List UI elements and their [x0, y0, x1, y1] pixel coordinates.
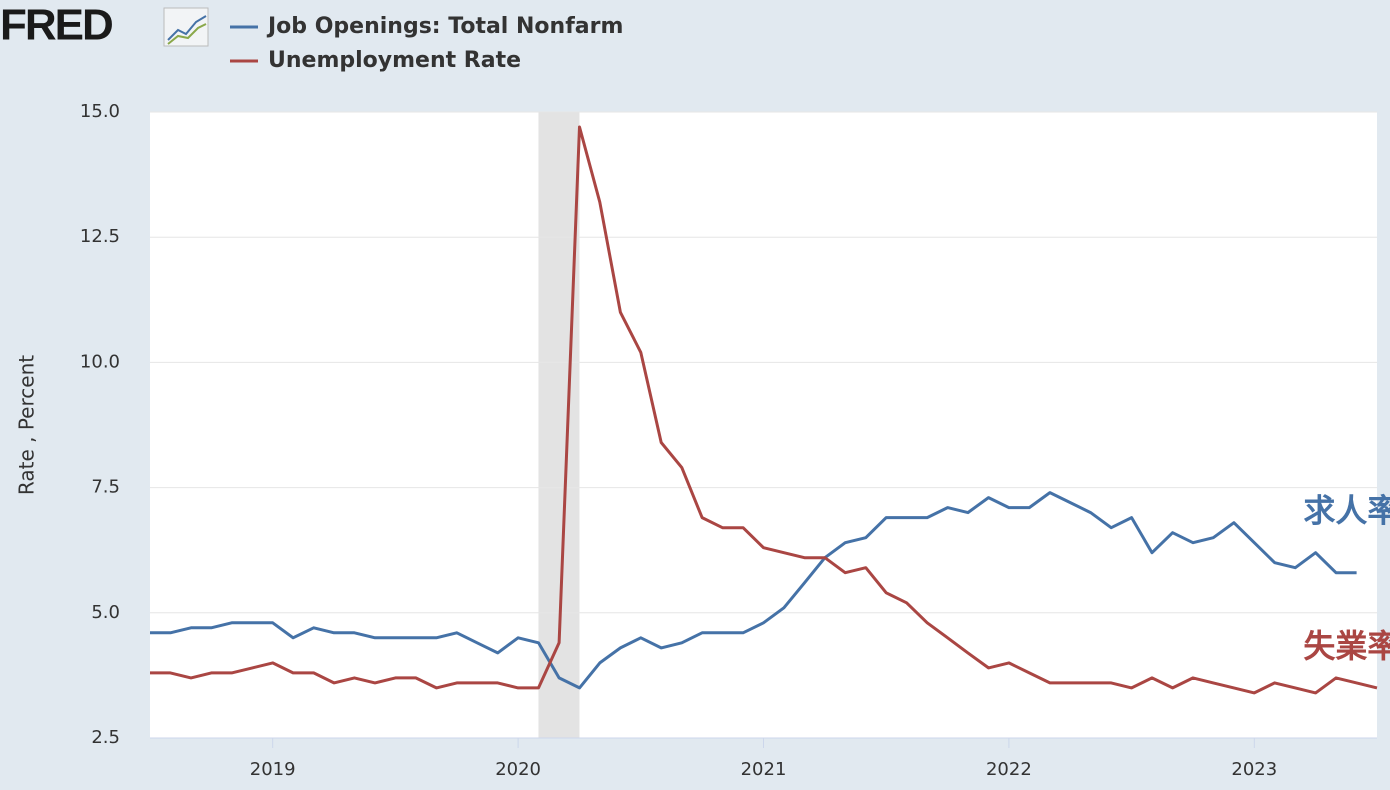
x-tick-label: 2022 — [986, 759, 1032, 780]
series-line — [150, 125, 1378, 695]
series-line — [150, 491, 1357, 690]
y-tick-label: 7.5 — [91, 477, 120, 498]
annotation: 求人率 — [1303, 492, 1390, 530]
legend-label: Job Openings: Total Nonfarm — [266, 14, 623, 39]
y-axis-label: Rate , Percent — [15, 355, 39, 495]
annotation: 失業率 — [1303, 627, 1390, 665]
x-tick-label: 2023 — [1231, 759, 1277, 780]
logo-icon — [163, 7, 209, 47]
legend-label: Unemployment Rate — [268, 48, 521, 73]
x-tick-label: 2021 — [741, 759, 787, 780]
y-tick-label: 12.5 — [80, 226, 120, 247]
plot-area — [150, 112, 1377, 738]
y-tick-label: 5.0 — [91, 602, 120, 623]
logo[interactable]: FRED — [0, 1, 114, 50]
y-tick-label: 15.0 — [80, 101, 120, 122]
y-tick-label: 10.0 — [80, 351, 120, 372]
y-tick-label: 2.5 — [91, 727, 120, 748]
x-tick-label: 2020 — [495, 759, 541, 780]
x-tick-label: 2019 — [250, 759, 296, 780]
